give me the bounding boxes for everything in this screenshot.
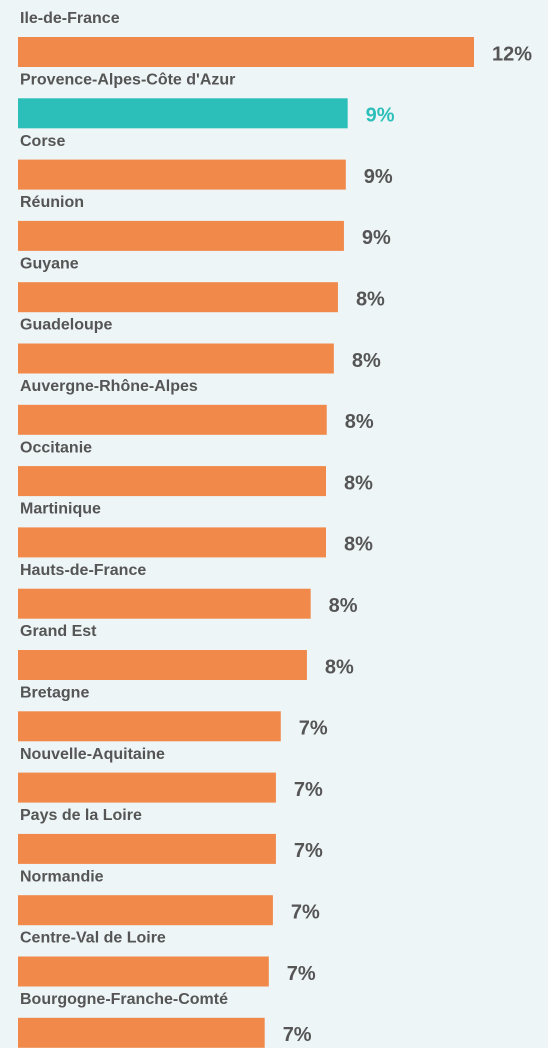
bar [18, 343, 334, 374]
bar [18, 404, 327, 435]
value-label: 8% [325, 656, 354, 678]
category-label: Grand Est [20, 623, 97, 640]
value-label: 7% [287, 963, 316, 985]
bar [18, 711, 281, 742]
category-label: Centre-Val de Loire [20, 930, 166, 947]
bar [18, 1017, 265, 1048]
bar [18, 895, 273, 926]
category-label: Bretagne [20, 685, 89, 702]
value-label: 8% [356, 288, 385, 310]
category-label: Martinique [20, 501, 101, 518]
category-label: Bourgogne-Franche-Comté [20, 991, 228, 1008]
category-label: Hauts-de-France [20, 562, 146, 579]
value-label: 9% [366, 105, 395, 127]
bar [18, 588, 311, 619]
bar [18, 772, 276, 803]
value-label: 7% [283, 1024, 312, 1046]
value-label: 12% [492, 43, 532, 65]
value-label: 7% [294, 840, 323, 862]
value-label: 8% [344, 534, 373, 556]
value-label: 9% [362, 227, 391, 249]
category-label: Corse [20, 133, 65, 150]
value-label: 9% [364, 166, 393, 188]
value-label: 8% [352, 350, 381, 372]
value-label: 8% [329, 595, 358, 617]
category-label: Guadeloupe [20, 317, 113, 334]
bar [18, 833, 276, 864]
bar [18, 98, 348, 129]
category-label: Guyane [20, 255, 79, 272]
bar [18, 956, 269, 987]
value-label: 8% [344, 472, 373, 494]
bar [18, 527, 326, 558]
value-label: 7% [294, 779, 323, 801]
bar [18, 466, 326, 497]
category-label: Provence-Alpes-Côte d'Azur [20, 72, 235, 89]
bar [18, 282, 338, 313]
category-label: Pays de la Loire [20, 807, 142, 824]
category-label: Réunion [20, 194, 84, 211]
value-label: 8% [345, 411, 374, 433]
category-label: Auvergne-Rhône-Alpes [20, 378, 198, 395]
category-label: Ile-de-France [20, 10, 120, 27]
value-label: 7% [299, 718, 328, 740]
category-label: Normandie [20, 868, 104, 885]
bar [18, 650, 307, 680]
bar [18, 159, 346, 190]
value-label: 7% [291, 901, 320, 923]
bar [18, 220, 344, 251]
category-label: Nouvelle-Aquitaine [20, 746, 165, 763]
category-label: Occitanie [20, 439, 92, 456]
bar [18, 37, 474, 67]
